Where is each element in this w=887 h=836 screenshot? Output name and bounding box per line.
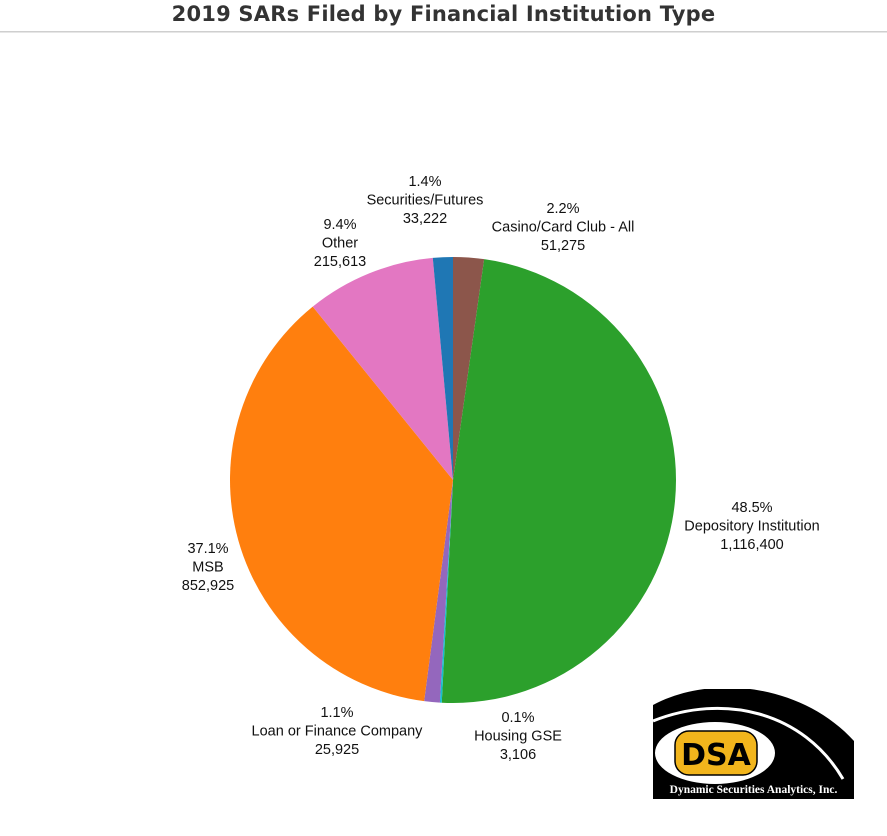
slice-value: 3,106 [500, 747, 536, 763]
title-divider [0, 31, 887, 33]
logo-caption: Dynamic Securities Analytics, Inc. [669, 784, 838, 796]
dsa-logo: DSA Dynamic Securities Analytics, Inc. [652, 681, 854, 799]
pie-slice-casino-card-club-all [453, 257, 485, 480]
slice-label: 1.1% Loan or Finance Company 25,925 [252, 705, 424, 758]
slice-value: 1,116,400 [720, 537, 783, 553]
slice-percent: 48.5% [731, 500, 772, 516]
slice-label: 9.4% Other 215,613 [314, 217, 366, 270]
pie-slice-housing-gse [439, 480, 453, 703]
slice-name: Depository Institution [684, 519, 819, 535]
slice-percent: 1.1% [320, 705, 353, 721]
slice-value: 215,613 [314, 254, 366, 270]
slice-name: Other [322, 236, 358, 252]
dsa-logo-mark: DSA [652, 681, 854, 799]
pie-slice-msb [229, 306, 453, 702]
slice-name: Casino/Card Club - All [492, 220, 635, 236]
slice-value: 852,925 [182, 578, 234, 594]
slice-value: 33,222 [403, 211, 447, 227]
slice-percent: 9.4% [323, 217, 356, 233]
slice-name: MSB [192, 560, 223, 576]
slice-value: 51,275 [541, 238, 585, 254]
pie-slice-other [312, 257, 453, 480]
slice-percent: 37.1% [187, 541, 228, 557]
pie-slice-depository-institution [441, 259, 677, 704]
pie-slice-loan-or-finance-company [424, 480, 453, 703]
slice-value: 25,925 [315, 742, 359, 758]
pie-labels: 2.2% Casino/Card Club - All 51,275 48.5% Dep… [182, 174, 820, 763]
slice-label: 0.1% Housing GSE 3,106 [474, 710, 562, 763]
logo-lettering: DSA [681, 738, 752, 773]
slice-percent: 2.2% [546, 201, 579, 217]
slice-name: Loan or Finance Company [252, 724, 424, 740]
slice-label: 1.4% Securities/Futures 33,222 [367, 174, 484, 227]
slice-percent: 0.1% [501, 710, 534, 726]
chart-title: 2019 SARs Filed by Financial Institution… [171, 2, 716, 26]
slice-label: 2.2% Casino/Card Club - All 51,275 [492, 201, 635, 254]
pie-slices [229, 257, 677, 704]
slice-name: Housing GSE [474, 729, 562, 745]
pie-slice-securities-futures [432, 257, 453, 480]
slice-name: Securities/Futures [367, 193, 484, 209]
slice-label: 48.5% Depository Institution 1,116,400 [684, 500, 819, 553]
slice-percent: 1.4% [408, 174, 441, 190]
slice-label: 37.1% MSB 852,925 [182, 541, 234, 594]
